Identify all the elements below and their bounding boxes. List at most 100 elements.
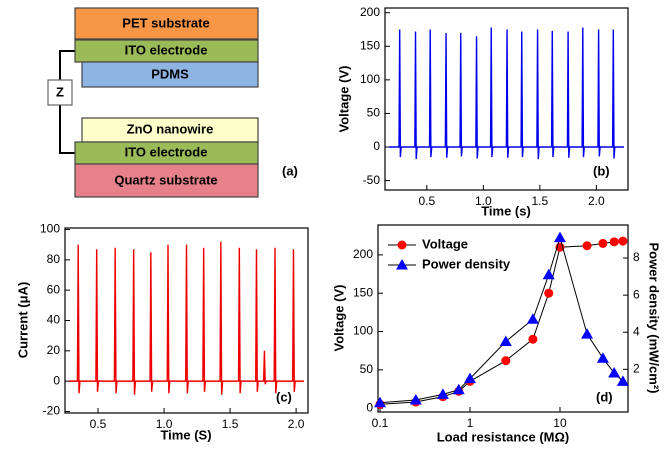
- y-tick-label: 50: [367, 106, 381, 120]
- layer: ITO electrode: [74, 141, 259, 165]
- y-axis-title: Voltage (V): [331, 285, 346, 352]
- plot-frame: [377, 224, 629, 413]
- spike: [459, 32, 463, 157]
- spike: [428, 29, 433, 158]
- spike: [291, 249, 296, 392]
- layer-label: ITO electrode: [125, 144, 208, 159]
- y-axis-title: Voltage (V): [336, 66, 351, 133]
- wire: [59, 105, 75, 154]
- spike: [132, 249, 137, 395]
- y-tick-label: 40: [47, 313, 61, 327]
- marker: [463, 372, 476, 384]
- x-tick-label: 1: [467, 416, 474, 430]
- spike: [113, 247, 118, 394]
- x-axis-title: Load resistance (MΩ): [437, 429, 570, 444]
- marker: [409, 393, 422, 405]
- x-tick-label: 0.5: [90, 417, 107, 431]
- device-diagram: PET substrate ITO electrode PDMS ZnO nan…: [47, 7, 259, 198]
- y2-axis-title: Power density (mW/cm²): [647, 243, 662, 394]
- legend-label: Power density: [422, 256, 511, 271]
- marker: [544, 288, 554, 298]
- impedance-box: [47, 79, 73, 106]
- layer: ZnO nanowire: [81, 117, 259, 143]
- marker: [501, 356, 511, 366]
- marker: [553, 231, 566, 243]
- spike: [581, 27, 585, 158]
- spike: [202, 247, 207, 392]
- spike: [520, 31, 524, 158]
- layer-label: PDMS: [151, 66, 189, 81]
- spike: [611, 29, 616, 159]
- spike: [505, 29, 510, 158]
- x-tick-label: 2.0: [288, 417, 305, 431]
- y-tick-label: 150: [353, 285, 373, 299]
- layer-label: PET substrate: [122, 15, 209, 30]
- marker: [598, 238, 608, 248]
- marker: [542, 268, 555, 280]
- spike: [262, 350, 267, 385]
- x-tick-label: 1.5: [531, 194, 548, 208]
- spike: [536, 29, 540, 160]
- marker: [608, 367, 621, 378]
- y2-tick-label: 6: [633, 287, 640, 301]
- marker: [581, 328, 594, 339]
- panel-label: (b): [593, 163, 610, 178]
- layer-label: ITO electrode: [125, 42, 208, 57]
- x-tick-label: 1.0: [156, 417, 173, 431]
- spike: [566, 31, 571, 158]
- marker: [609, 237, 619, 247]
- x-tick-label: 2.0: [588, 194, 605, 208]
- y-tick-label: 50: [360, 362, 374, 376]
- x-axis-title: Time (S): [160, 427, 211, 442]
- spike: [550, 30, 555, 158]
- spike: [95, 249, 100, 392]
- impedance-label: Z: [56, 84, 64, 99]
- y-tick-label: 60: [47, 282, 61, 296]
- marker: [436, 388, 449, 399]
- marker: [526, 313, 539, 324]
- marker: [499, 335, 512, 347]
- marker: [374, 396, 387, 408]
- spike: [219, 241, 224, 395]
- spike: [414, 31, 418, 160]
- y-tick-label: 20: [47, 343, 61, 357]
- y-tick-label: 0: [366, 400, 373, 414]
- layer: ITO electrode: [74, 39, 259, 63]
- panel-label: (d): [596, 389, 613, 404]
- panel-label: (a): [282, 163, 298, 178]
- x-tick-label: 0.1: [372, 416, 389, 430]
- y2-tick-label: 2: [633, 362, 640, 376]
- x-tick-label: 0.5: [418, 194, 435, 208]
- legend-marker: [396, 259, 408, 270]
- spike: [237, 247, 242, 394]
- marker: [618, 236, 628, 246]
- marker: [582, 241, 592, 251]
- spike: [255, 249, 259, 392]
- x-tick-label: 1.5: [222, 417, 239, 431]
- spike: [149, 252, 154, 392]
- legend-marker: [397, 240, 407, 250]
- spike: [444, 32, 449, 158]
- spike: [398, 29, 402, 158]
- y2-tick-label: 8: [633, 250, 640, 264]
- y2-tick-label: 4: [633, 324, 640, 338]
- x-axis-title: Time (s): [481, 203, 531, 218]
- y-tick-label: 150: [360, 38, 380, 52]
- marker: [452, 383, 465, 395]
- y-tick-label: 100: [353, 324, 373, 338]
- x-tick-label: 10: [553, 416, 567, 430]
- y-tick-label: 0: [373, 139, 380, 153]
- wire: [59, 50, 75, 80]
- y-tick-label: -50: [363, 173, 381, 187]
- y-tick-label: 100: [360, 72, 380, 86]
- y-axis-title: Current (μA): [15, 282, 30, 359]
- y-tick-label: 200: [360, 5, 380, 19]
- spike: [475, 36, 479, 159]
- marker: [616, 375, 629, 386]
- y-tick-label: 80: [47, 252, 61, 266]
- x-tick-label: 1.0: [475, 194, 492, 208]
- layer: Quartz substrate: [74, 163, 259, 198]
- spike: [597, 29, 601, 157]
- spike: [273, 247, 278, 394]
